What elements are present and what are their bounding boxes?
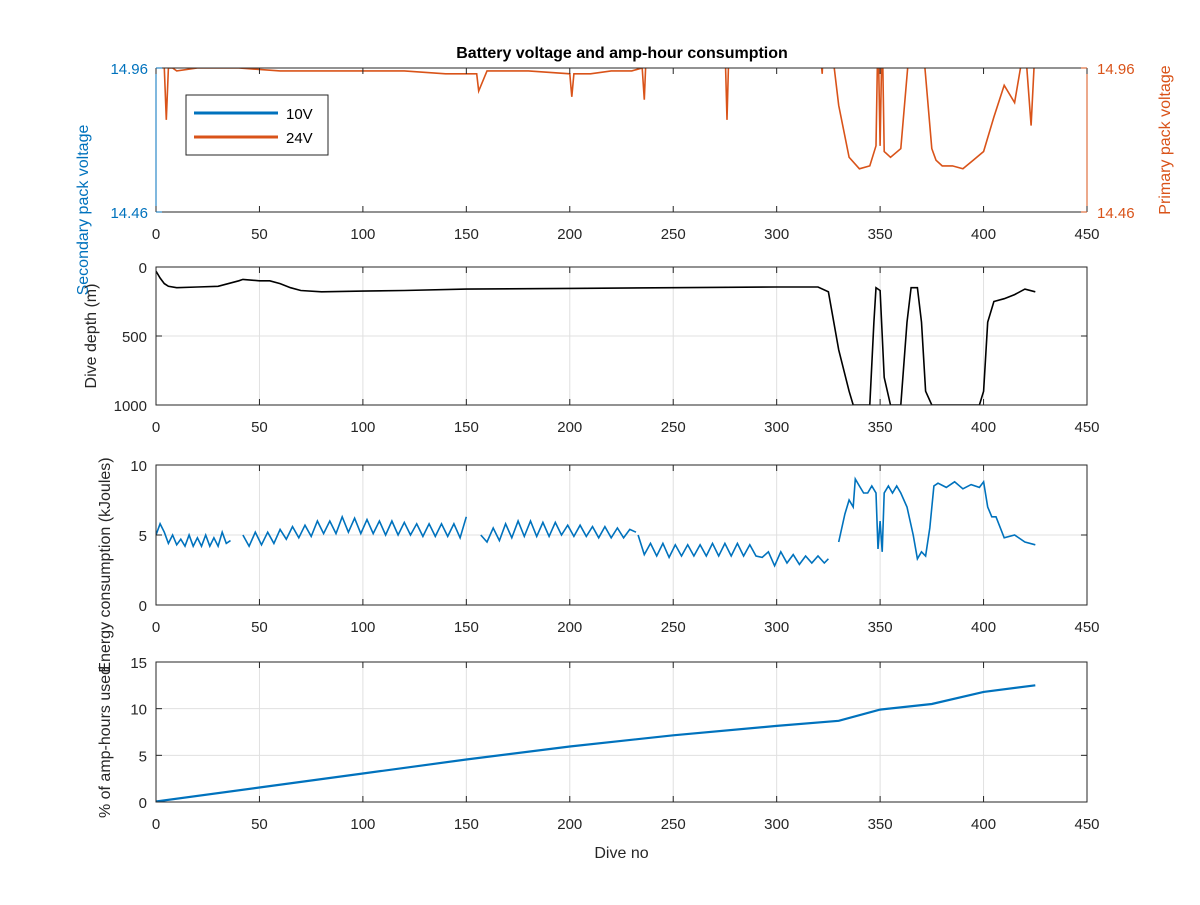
x-tick-label: 200	[557, 226, 582, 243]
y-tick-label: 0	[139, 795, 147, 812]
x-tick-label: 450	[1074, 619, 1099, 636]
x-tick-label: 300	[764, 816, 789, 833]
x-tick-label: 400	[971, 419, 996, 436]
legend-label-24v: 24V	[286, 130, 313, 147]
y-tick-label-right: 14.96	[1097, 61, 1135, 78]
x-tick-label: 150	[454, 619, 479, 636]
x-tick-label: 50	[251, 226, 268, 243]
y-tick-label-right: 14.46	[1097, 205, 1135, 222]
legend-label-10v: 10V	[286, 106, 313, 123]
y-axis-label: % of amp-hours used	[97, 666, 114, 818]
x-tick-label: 0	[152, 226, 160, 243]
x-tick-label: 250	[661, 226, 686, 243]
x-tick-label: 400	[971, 619, 996, 636]
y-axis-label: Energy consumption (kJoules)	[97, 457, 114, 672]
x-tick-label: 200	[557, 816, 582, 833]
x-tick-label: 400	[971, 226, 996, 243]
y-tick-label: 15	[130, 655, 147, 672]
x-tick-label: 150	[454, 816, 479, 833]
y-tick-label: 5	[139, 748, 147, 765]
x-tick-label: 250	[661, 816, 686, 833]
x-tick-label: 100	[350, 816, 375, 833]
y-tick-label: 0	[139, 598, 147, 615]
y-tick-label: 0	[139, 260, 147, 277]
panel-1	[155, 67, 1088, 213]
panel-3-series-line-segment-3	[480, 518, 637, 544]
x-axis-label: Dive no	[594, 845, 648, 862]
y-tick-label: 10	[130, 702, 147, 719]
x-tick-label: 400	[971, 816, 996, 833]
x-tick-label: 250	[661, 419, 686, 436]
x-tick-label: 350	[868, 226, 893, 243]
x-tick-label: 300	[764, 226, 789, 243]
panel-3-series-line-segment-2	[242, 514, 468, 548]
x-tick-label: 250	[661, 619, 686, 636]
x-tick-label: 50	[251, 419, 268, 436]
x-tick-label: 450	[1074, 419, 1099, 436]
y-axis-label-left: Secondary pack voltage	[75, 125, 92, 296]
x-tick-label: 0	[152, 419, 160, 436]
series-24v	[163, 68, 1035, 170]
panel-3-series-line-segment-1	[156, 521, 231, 549]
y-tick-label: 5	[139, 528, 147, 545]
y-axis-label: Dive depth (m)	[83, 284, 100, 389]
x-tick-label: 100	[350, 419, 375, 436]
panel-2-series-line	[156, 270, 1036, 405]
y-tick-label: 500	[122, 329, 147, 346]
y-tick-label-left: 14.46	[110, 205, 148, 222]
figure-title: Battery voltage and amp-hour consumption	[456, 45, 788, 62]
panel-4-series-line	[156, 684, 1036, 802]
panel-3-series-line-segment-5	[837, 476, 1036, 562]
legend	[185, 94, 329, 156]
panel-4	[155, 661, 1088, 803]
x-tick-label: 150	[454, 226, 479, 243]
x-tick-label: 100	[350, 226, 375, 243]
x-tick-label: 50	[251, 619, 268, 636]
panel-3-series-line-segment-4	[637, 534, 829, 568]
y-tick-label-left: 14.96	[110, 61, 148, 78]
y-tick-label: 1000	[114, 398, 147, 415]
x-tick-label: 150	[454, 419, 479, 436]
x-tick-label: 300	[764, 419, 789, 436]
y-tick-label: 10	[130, 458, 147, 475]
x-tick-label: 100	[350, 619, 375, 636]
x-tick-label: 200	[557, 619, 582, 636]
y-axis-label-right: Primary pack voltage	[1157, 65, 1174, 214]
x-tick-label: 450	[1074, 816, 1099, 833]
panel-3	[155, 464, 1088, 606]
x-tick-label: 350	[868, 419, 893, 436]
x-tick-label: 450	[1074, 226, 1099, 243]
legend-box	[185, 94, 329, 156]
x-tick-label: 50	[251, 816, 268, 833]
panel-2	[155, 266, 1088, 406]
x-tick-label: 0	[152, 619, 160, 636]
x-tick-label: 300	[764, 619, 789, 636]
x-tick-label: 350	[868, 619, 893, 636]
x-tick-label: 200	[557, 419, 582, 436]
x-tick-label: 350	[868, 816, 893, 833]
x-tick-label: 0	[152, 816, 160, 833]
panel-4-frame	[155, 661, 1088, 803]
